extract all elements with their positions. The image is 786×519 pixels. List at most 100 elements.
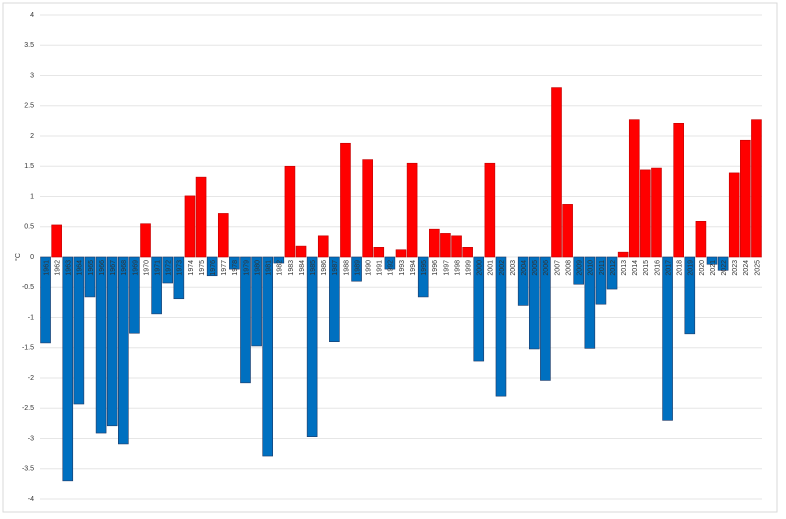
x-tick-label: 1961 xyxy=(43,260,50,276)
bar xyxy=(495,256,507,397)
x-tick-label: 2004 xyxy=(521,260,528,276)
bar xyxy=(273,256,285,264)
bar xyxy=(584,256,596,349)
bar xyxy=(40,256,51,344)
x-tick-label: 2007 xyxy=(554,260,561,276)
bar xyxy=(673,122,684,258)
y-tick-label: 0 xyxy=(30,254,34,261)
x-tick-label: 1962 xyxy=(55,260,62,276)
x-tick-label: 1964 xyxy=(77,260,84,276)
bar xyxy=(184,195,196,258)
x-tick-label: 1971 xyxy=(154,260,161,276)
y-axis-label: °C xyxy=(14,253,22,261)
x-tick-label: 1991 xyxy=(377,260,384,276)
bar xyxy=(640,169,651,258)
bar xyxy=(684,256,696,335)
bar xyxy=(740,139,751,258)
x-tick-label: 2022 xyxy=(721,260,728,276)
x-tick-label: 1976 xyxy=(210,260,217,276)
x-tick-label: 1968 xyxy=(121,260,128,276)
bar xyxy=(73,256,85,405)
x-tick-label: 1986 xyxy=(321,260,328,276)
x-tick-label: 2024 xyxy=(743,260,750,276)
bar xyxy=(662,256,673,421)
bar xyxy=(728,172,740,258)
x-tick-label: 1972 xyxy=(166,260,173,276)
y-tick-label: 1 xyxy=(30,193,34,200)
x-tick-label: 1987 xyxy=(332,260,339,276)
bar xyxy=(517,256,529,306)
x-tick-label: 2025 xyxy=(754,260,761,276)
bar xyxy=(462,247,473,258)
bar xyxy=(417,256,429,298)
x-tick-label: 2008 xyxy=(565,260,572,276)
bar xyxy=(651,167,662,258)
x-tick-label: 1994 xyxy=(410,260,417,276)
x-tick-label: 1979 xyxy=(243,260,250,276)
x-tick-label: 2000 xyxy=(477,260,484,276)
y-tick-label: -2 xyxy=(28,375,34,382)
x-tick-label: 1967 xyxy=(110,260,117,276)
bar xyxy=(695,221,707,258)
bar xyxy=(384,256,396,270)
bar xyxy=(51,224,62,258)
bar xyxy=(173,256,185,300)
x-tick-label: 1981 xyxy=(266,260,273,276)
bar xyxy=(528,256,540,350)
x-tick-label: 2002 xyxy=(499,260,506,276)
x-tick-label: 2016 xyxy=(654,260,661,276)
x-tick-label: 1983 xyxy=(288,260,295,276)
bar xyxy=(606,256,618,290)
bar xyxy=(540,256,551,381)
bar xyxy=(329,256,340,342)
bar xyxy=(351,256,362,282)
x-tick-label: 1966 xyxy=(99,260,106,276)
x-tick-label: 2013 xyxy=(621,260,628,276)
bar xyxy=(251,256,262,347)
bar xyxy=(751,119,762,258)
x-tick-label: 2017 xyxy=(665,260,672,276)
y-tick-label: -3 xyxy=(28,435,34,442)
bar xyxy=(284,165,296,258)
x-tick-label: 1998 xyxy=(454,260,461,276)
x-tick-label: 1984 xyxy=(299,260,306,276)
bar xyxy=(406,162,418,258)
x-tick-label: 2019 xyxy=(688,260,695,276)
y-tick-label: 3.5 xyxy=(24,42,34,49)
x-tick-label: 1996 xyxy=(432,260,439,276)
x-tick-label: 1989 xyxy=(354,260,361,276)
y-tick-label: -2.5 xyxy=(22,405,34,412)
y-tick-label: -4 xyxy=(28,496,34,503)
y-tick-label: -1 xyxy=(28,314,34,321)
y-tick-label: -0.5 xyxy=(22,284,34,291)
bar xyxy=(106,256,118,427)
bar xyxy=(484,162,496,258)
x-tick-label: 1993 xyxy=(399,260,406,276)
y-tick-label: -3.5 xyxy=(22,466,34,473)
x-tick-label: 1963 xyxy=(66,260,73,276)
bar xyxy=(240,256,251,384)
x-tick-label: 1974 xyxy=(188,260,195,276)
y-tick-label: 2 xyxy=(30,133,34,140)
bar xyxy=(262,256,274,457)
x-tick-label: 2009 xyxy=(577,260,584,276)
bar xyxy=(129,256,140,334)
x-tick-label: 1973 xyxy=(177,260,184,276)
x-tick-label: 1980 xyxy=(254,260,261,276)
y-tick-label: 4 xyxy=(30,12,34,19)
y-tick-label: 3 xyxy=(30,72,34,79)
x-tick-label: 2015 xyxy=(643,260,650,276)
bar xyxy=(229,256,240,270)
x-tick-label: 1970 xyxy=(143,260,150,276)
x-tick-label: 1965 xyxy=(88,260,95,276)
bar xyxy=(451,235,462,258)
bar xyxy=(295,245,307,258)
x-tick-label: 1975 xyxy=(199,260,206,276)
x-tick-label: 2003 xyxy=(510,260,517,276)
bar xyxy=(473,256,485,362)
bar xyxy=(617,251,629,258)
bar xyxy=(151,256,162,315)
bar xyxy=(118,256,129,445)
y-tick-label: 0.5 xyxy=(24,224,34,231)
